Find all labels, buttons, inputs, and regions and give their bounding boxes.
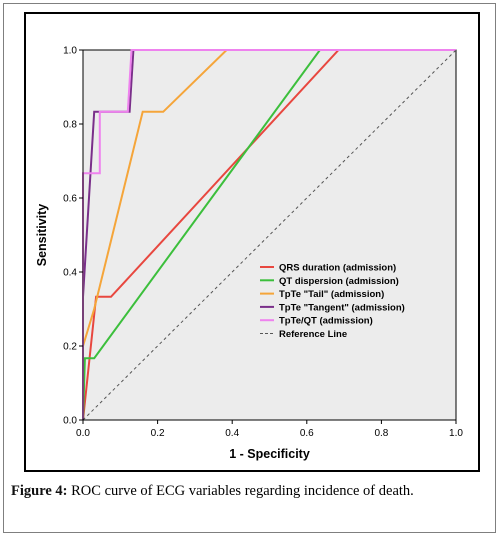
legend-label-qt-dispersion-admission: QT dispersion (admission) xyxy=(279,276,399,287)
x-tick-label: 0.2 xyxy=(151,428,165,439)
roc-chart: 0.0 0.2 0.4 0.6 0.8 1.0 0.0 0.2 0.4 0.6 0.8 1.0 QRS… xyxy=(24,12,480,472)
legend-box xyxy=(256,258,448,342)
x-tick-label: 0.4 xyxy=(225,428,239,439)
figure-caption-text: ROC curve of ECG variables regarding inc… xyxy=(67,483,414,499)
legend-label-qrs-duration-admission: QRS duration (admission) xyxy=(279,263,396,274)
y-tick-label: 1.0 xyxy=(63,46,77,57)
y-tick-label: 0.6 xyxy=(63,194,77,205)
legend-label-tpte-tail-admission: TpTe "Tail" (admission) xyxy=(279,289,384,300)
legend-label-tpte-qt-admission: TpTe/QT (admission) xyxy=(279,316,373,327)
figure-frame: 0.0 0.2 0.4 0.6 0.8 1.0 0.0 0.2 0.4 0.6 0.8 1.0 QRS… xyxy=(3,3,496,533)
legend-label-tpte-tangent-admission: TpTe "Tangent" (admission) xyxy=(279,302,405,313)
x-tick-label: 0.6 xyxy=(300,428,314,439)
legend-label-reference-line: Reference Line xyxy=(279,329,347,340)
y-tick-label: 0.4 xyxy=(63,268,77,279)
x-tick-label: 1.0 xyxy=(449,428,463,439)
x-tick-label: 0.8 xyxy=(374,428,388,439)
y-tick-label: 0.2 xyxy=(63,342,77,353)
x-axis-label: 1 - Specificity xyxy=(229,447,310,461)
y-tick-label: 0.0 xyxy=(63,416,77,427)
y-tick-label: 0.8 xyxy=(63,120,77,131)
figure-caption: Figure 4: ROC curve of ECG variables reg… xyxy=(11,483,491,500)
roc-chart-svg: 0.0 0.2 0.4 0.6 0.8 1.0 0.0 0.2 0.4 0.6 0.8 1.0 QRS… xyxy=(35,46,463,462)
y-axis-label: Sensitivity xyxy=(35,204,49,267)
figure-caption-label: Figure 4: xyxy=(11,483,68,499)
x-tick-label: 0.0 xyxy=(76,428,90,439)
